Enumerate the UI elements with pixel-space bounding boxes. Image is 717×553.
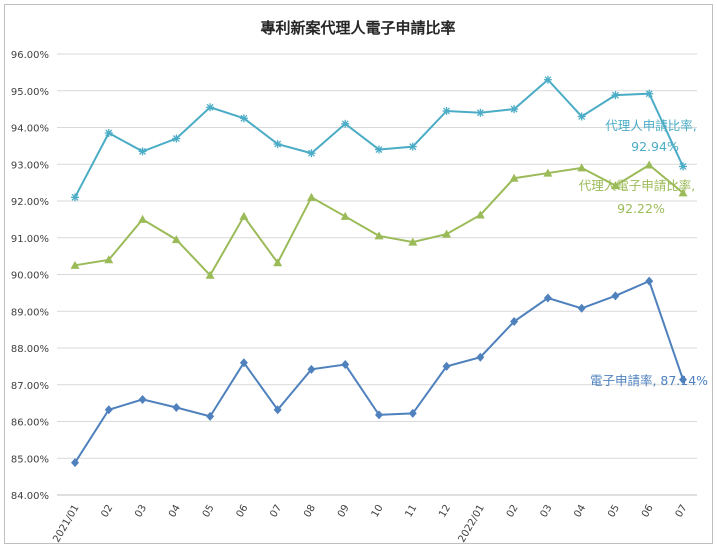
data-point [375, 146, 383, 154]
x-tick-label: 03 [539, 503, 555, 520]
x-tick-label: 2022/01 [457, 503, 487, 544]
x-tick-label: 02 [99, 503, 115, 520]
data-point [611, 291, 619, 300]
data-point [645, 277, 653, 286]
data-point [172, 403, 180, 412]
x-tick-label: 10 [370, 503, 386, 520]
data-point [239, 212, 248, 220]
data-point [71, 193, 79, 201]
data-point [240, 114, 248, 122]
data-point [645, 90, 653, 98]
data-point [206, 103, 214, 111]
chart-title: 專利新案代理人電子申請比率 [260, 19, 455, 37]
y-tick-label: 88.00% [11, 344, 49, 355]
data-point [341, 120, 349, 128]
y-tick-label: 90.00% [11, 271, 49, 282]
x-tick-label: 02 [505, 503, 521, 520]
data-point [510, 105, 518, 113]
y-tick-label: 91.00% [11, 234, 49, 245]
x-tick-label: 08 [302, 503, 318, 520]
data-label-line2: 92.94% [631, 139, 679, 154]
y-tick-label: 96.00% [11, 50, 49, 61]
x-tick-label: 05 [201, 503, 217, 520]
series-line-3 [75, 281, 683, 463]
y-tick-label: 84.00% [11, 491, 49, 502]
data-point [679, 162, 687, 170]
data-point [544, 76, 552, 84]
x-tick-label: 04 [572, 503, 588, 520]
data-point [274, 140, 282, 148]
data-point [409, 143, 417, 151]
x-tick-label: 07 [268, 503, 284, 520]
y-tick-label: 95.00% [11, 87, 49, 98]
data-point [138, 215, 147, 223]
grid-layer [57, 54, 697, 495]
data-label-line1: 電子申請率, 87.14% [590, 373, 708, 388]
data-point [375, 231, 384, 239]
data-label-line2: 92.22% [617, 201, 665, 216]
data-label-line1: 代理人電子申請比率, [579, 178, 695, 193]
x-tick-label: 11 [403, 503, 419, 520]
y-axis: 84.00% 85.00% 86.00% 87.00% 88.00% 89.00% 90.0… [11, 50, 49, 502]
x-tick-label: 05 [606, 503, 622, 520]
y-tick-label: 85.00% [11, 454, 49, 465]
data-label-line1: 代理人申請比率, [605, 118, 696, 133]
y-tick-label: 94.00% [11, 124, 49, 135]
data-point [443, 107, 451, 115]
data-point [578, 112, 586, 120]
data-point [139, 147, 147, 155]
data-point [307, 193, 316, 201]
data-point [307, 149, 315, 157]
data-point [611, 91, 619, 99]
data-point [172, 135, 180, 143]
y-tick-label: 92.00% [11, 197, 49, 208]
x-tick-label: 06 [235, 503, 251, 520]
x-tick-label: 04 [167, 503, 183, 520]
y-tick-label: 89.00% [11, 307, 49, 318]
x-tick-label: 2021/01 [51, 503, 81, 544]
y-tick-label: 86.00% [11, 418, 49, 429]
series-layer [71, 76, 688, 467]
x-tick-label: 09 [336, 503, 352, 520]
data-point [172, 235, 181, 243]
x-tick-label: 03 [133, 503, 149, 520]
data-point [105, 129, 113, 137]
x-tick-label: 07 [674, 503, 690, 520]
x-tick-label: 06 [640, 503, 656, 520]
data-point [476, 109, 484, 117]
y-tick-label: 93.00% [11, 160, 49, 171]
data-point [341, 212, 350, 220]
y-tick-label: 87.00% [11, 381, 49, 392]
x-axis: 2021/01 02 03 04 05 06 07 08 09 10 11 122022/01 02 03… [51, 503, 689, 544]
data-point [139, 395, 147, 404]
x-tick-label: 12 [437, 503, 453, 520]
data-point [442, 230, 451, 238]
